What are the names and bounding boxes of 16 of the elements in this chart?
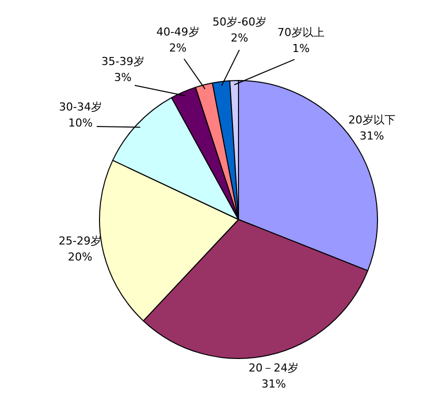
data-label: 2% bbox=[230, 31, 248, 44]
data-label: 31% bbox=[261, 378, 286, 391]
slice-label: 50岁-60岁 bbox=[212, 15, 266, 28]
data-label: 2% bbox=[169, 41, 187, 54]
slice-label: 20－24岁 bbox=[248, 362, 299, 375]
slice-label: 70岁以上 bbox=[277, 26, 324, 39]
data-label: 31% bbox=[360, 130, 384, 143]
slice-label: 25-29岁 bbox=[58, 234, 102, 248]
slice-label: 20岁以下 bbox=[348, 114, 396, 127]
data-label: 3% bbox=[114, 70, 132, 84]
data-label: 20% bbox=[68, 250, 92, 264]
slice-label: 35-39岁 bbox=[101, 54, 144, 68]
data-label: 10% bbox=[68, 116, 93, 130]
data-label: 1% bbox=[292, 42, 310, 55]
slice-label: 40-49岁 bbox=[156, 25, 200, 38]
slice-label: 30-34岁 bbox=[58, 100, 102, 114]
